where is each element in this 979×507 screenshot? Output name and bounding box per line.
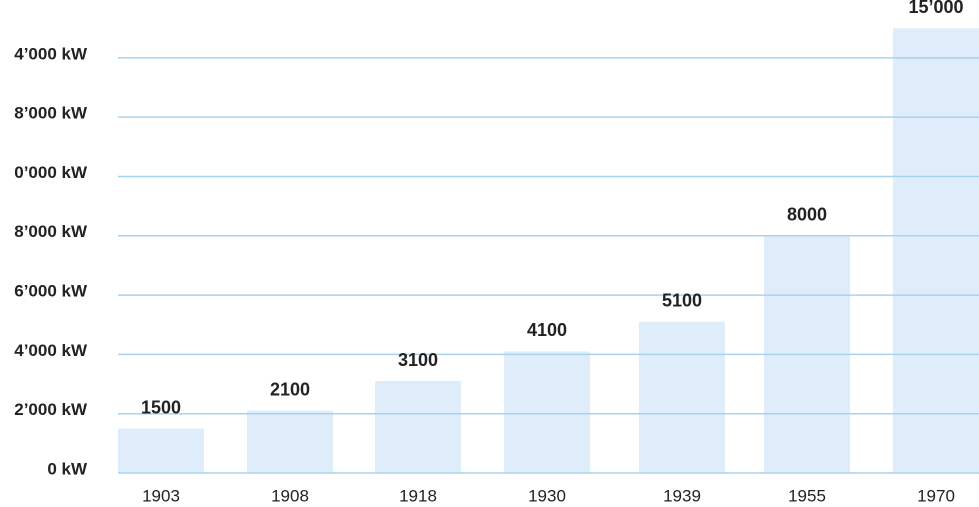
bar xyxy=(247,410,333,473)
bar xyxy=(504,351,590,473)
x-tick-label: 1939 xyxy=(663,486,701,505)
value-label: 5100 xyxy=(662,291,702,311)
x-tick-label: 1918 xyxy=(399,486,437,505)
y-tick-label: 6’000 kW xyxy=(14,282,88,301)
bar xyxy=(893,28,979,473)
x-tick-label: 1930 xyxy=(528,486,566,505)
y-tick-label: 4’000 kW xyxy=(14,341,88,360)
y-tick-label: 4’000 kW xyxy=(14,44,88,63)
value-label: 15’000 xyxy=(908,0,963,17)
y-tick-label: 8’000 kW xyxy=(14,222,88,241)
x-tick-label: 1908 xyxy=(271,486,309,505)
y-tick-label: 0 kW xyxy=(47,459,88,478)
x-tick-label: 1903 xyxy=(142,486,180,505)
x-tick-label: 1955 xyxy=(788,486,826,505)
value-label: 2100 xyxy=(270,379,310,399)
bar xyxy=(375,381,461,473)
value-label: 4100 xyxy=(527,320,567,340)
bar xyxy=(118,428,204,473)
value-label: 8000 xyxy=(787,205,827,225)
value-label: 3100 xyxy=(398,350,438,370)
x-tick-label: 1970 xyxy=(917,486,955,505)
y-tick-label: 2’000 kW xyxy=(14,400,88,419)
y-tick-label: 0’000 kW xyxy=(14,163,88,182)
value-label: 1500 xyxy=(141,397,181,417)
bar xyxy=(639,321,725,473)
y-tick-label: 8’000 kW xyxy=(14,104,88,123)
